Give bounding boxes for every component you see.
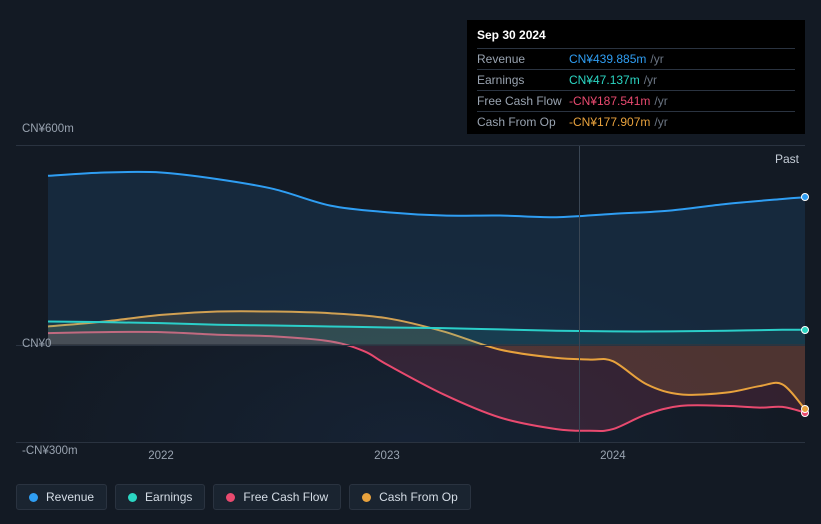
- x-tick-label: 2023: [374, 450, 400, 462]
- tooltip-row-value: CN¥47.137m: [569, 73, 640, 87]
- y-axis-zero-label: CN¥0: [22, 338, 51, 350]
- legend-swatch: [29, 493, 38, 502]
- legend-label: Earnings: [145, 490, 192, 504]
- series-end-dot: [801, 193, 809, 201]
- tooltip-row-value: -CN¥177.907m: [569, 115, 650, 129]
- legend-swatch: [362, 493, 371, 502]
- x-tick-label: 2022: [148, 450, 174, 462]
- tooltip-row-unit: /yr: [644, 73, 657, 87]
- tooltip-row-unit: /yr: [650, 52, 663, 66]
- tooltip-row-label: Cash From Op: [477, 115, 569, 129]
- series-end-dot: [801, 326, 809, 334]
- tooltip-row-value: CN¥439.885m: [569, 52, 646, 66]
- plot-area[interactable]: Past CN¥0: [16, 145, 805, 443]
- chart-legend: Revenue Earnings Free Cash Flow Cash From O…: [16, 484, 471, 510]
- legend-item[interactable]: Free Cash Flow: [213, 484, 341, 510]
- tooltip-row: Cash From Op-CN¥177.907m/yr: [477, 111, 795, 132]
- legend-swatch: [128, 493, 137, 502]
- legend-label: Revenue: [46, 490, 94, 504]
- tooltip-date: Sep 30 2024: [477, 26, 795, 48]
- series-area: [48, 172, 805, 345]
- past-label: Past: [775, 152, 799, 166]
- tooltip-row-unit: /yr: [654, 94, 667, 108]
- legend-item[interactable]: Cash From Op: [349, 484, 471, 510]
- chart-svg: [16, 146, 805, 444]
- zero-gridline: [16, 345, 805, 346]
- legend-label: Free Cash Flow: [243, 490, 328, 504]
- x-tick-label: 2024: [600, 450, 626, 462]
- legend-item[interactable]: Revenue: [16, 484, 107, 510]
- legend-item[interactable]: Earnings: [115, 484, 205, 510]
- x-axis: 2022 2023 2024: [16, 450, 805, 470]
- tooltip-row: RevenueCN¥439.885m/yr: [477, 48, 795, 69]
- tooltip-row-label: Revenue: [477, 52, 569, 66]
- tooltip-row-unit: /yr: [654, 115, 667, 129]
- y-axis-top-label: CN¥600m: [22, 123, 74, 135]
- chart-tooltip: Sep 30 2024 RevenueCN¥439.885m/yrEarning…: [467, 20, 805, 134]
- tooltip-row-label: Free Cash Flow: [477, 94, 569, 108]
- tooltip-row: Free Cash Flow-CN¥187.541m/yr: [477, 90, 795, 111]
- tooltip-row-label: Earnings: [477, 73, 569, 87]
- tooltip-row-value: -CN¥187.541m: [569, 94, 650, 108]
- legend-swatch: [226, 493, 235, 502]
- series-end-dot: [801, 405, 809, 413]
- legend-label: Cash From Op: [379, 490, 458, 504]
- hover-vertical-line: [579, 146, 580, 442]
- tooltip-row: EarningsCN¥47.137m/yr: [477, 69, 795, 90]
